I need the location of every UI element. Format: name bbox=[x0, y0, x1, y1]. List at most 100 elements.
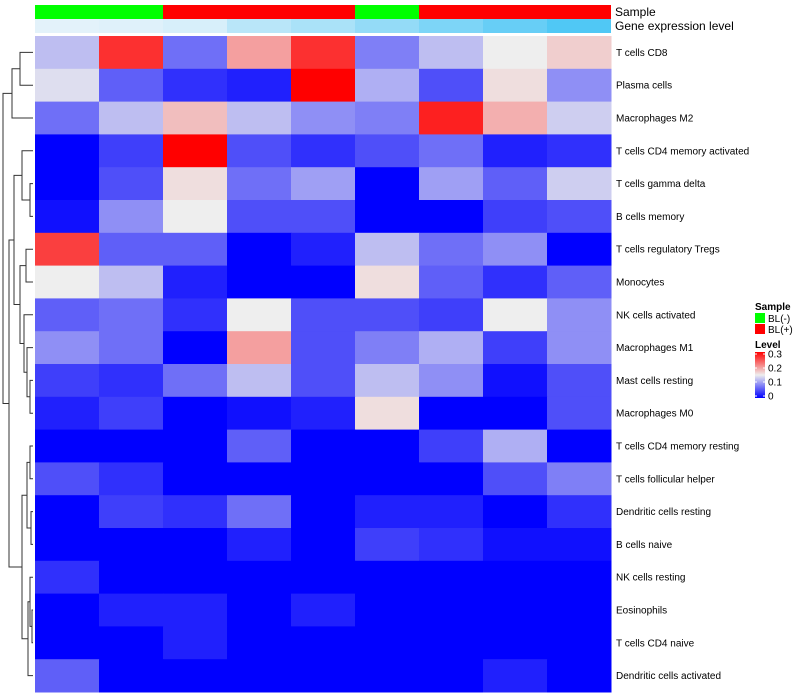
heatmap-cell bbox=[99, 134, 164, 168]
annotation-cell bbox=[291, 19, 355, 33]
row-label: T cells CD8 bbox=[616, 48, 668, 59]
annotation-cell bbox=[35, 5, 99, 19]
heatmap-cell bbox=[291, 396, 356, 431]
heatmap-cell bbox=[483, 232, 548, 267]
heatmap-cell bbox=[35, 593, 100, 627]
annotation-cell bbox=[227, 5, 291, 19]
row-label: Eosinophils bbox=[616, 606, 667, 617]
legend-gradient-bar bbox=[755, 352, 765, 398]
heatmap-cell bbox=[419, 232, 484, 267]
dendrogram-branch bbox=[2, 92, 12, 404]
heatmap-cell bbox=[419, 364, 484, 398]
heatmap-cell bbox=[355, 134, 420, 168]
row-label: Macrophages M2 bbox=[616, 114, 694, 125]
heatmap-cell bbox=[163, 528, 228, 562]
legend-level-tick-label: 0.1 bbox=[768, 378, 782, 389]
dendrogram-branch bbox=[11, 68, 33, 119]
heatmap-cell bbox=[227, 528, 292, 562]
heatmap-cell bbox=[547, 36, 612, 70]
annotation-track-label: Sample bbox=[615, 5, 656, 19]
heatmap-cell bbox=[163, 429, 228, 463]
heatmap-cell bbox=[227, 429, 292, 463]
heatmap-cell bbox=[291, 659, 356, 693]
heatmap-cell bbox=[163, 265, 228, 299]
heatmap-cell bbox=[483, 200, 548, 234]
row-label: Dendritic cells activated bbox=[616, 671, 721, 682]
heatmap-cell bbox=[355, 101, 420, 135]
heatmap-cell bbox=[291, 593, 356, 627]
heatmap-cell bbox=[35, 396, 100, 431]
heatmap-cell bbox=[99, 396, 164, 431]
heatmap-cell bbox=[35, 167, 100, 201]
heatmap-cell bbox=[483, 626, 548, 660]
heatmap-cell bbox=[227, 626, 292, 660]
heatmap-cell bbox=[291, 200, 356, 234]
heatmap-cell bbox=[99, 298, 164, 332]
heatmap-cell bbox=[227, 36, 292, 70]
heatmap-cell bbox=[419, 462, 484, 496]
heatmap-cell bbox=[547, 364, 612, 398]
heatmap-cell bbox=[355, 364, 420, 398]
row-label: T cells CD4 naive bbox=[616, 638, 695, 649]
heatmap-cell bbox=[99, 626, 164, 660]
heatmap-cell bbox=[355, 462, 420, 496]
heatmap-cell bbox=[227, 200, 292, 234]
row-label: T cells follicular helper bbox=[616, 474, 715, 485]
heatmap-cell bbox=[547, 528, 612, 562]
heatmap-cell bbox=[547, 429, 612, 463]
heatmap-cell bbox=[291, 167, 356, 201]
row-label: Dendritic cells resting bbox=[616, 507, 711, 518]
dendrogram-branch bbox=[13, 174, 22, 306]
heatmap-cell bbox=[163, 134, 228, 168]
dendrogram-branch bbox=[21, 150, 33, 201]
legend-level-title: Level bbox=[755, 340, 781, 351]
heatmap-cell bbox=[547, 298, 612, 332]
heatmap-cell bbox=[419, 36, 484, 70]
heatmap-cell bbox=[35, 36, 100, 70]
heatmap-cell bbox=[163, 364, 228, 398]
row-label: Plasma cells bbox=[616, 81, 672, 92]
heatmap-cell bbox=[547, 626, 612, 660]
heatmap-cell bbox=[291, 265, 356, 299]
legend-level-tick-label: 0.3 bbox=[768, 350, 782, 361]
heatmap-cell bbox=[227, 134, 292, 168]
row-label: T cells regulatory Tregs bbox=[616, 245, 720, 256]
heatmap-cell bbox=[547, 593, 612, 627]
heatmap-cell bbox=[483, 265, 548, 299]
dendrogram-branch bbox=[29, 183, 33, 217]
dendrogram-branch bbox=[31, 609, 33, 644]
heatmap-cell bbox=[99, 429, 164, 463]
heatmap-cell bbox=[163, 36, 228, 70]
heatmap-cell bbox=[547, 265, 612, 299]
heatmap-cell bbox=[483, 462, 548, 496]
annotation-cell bbox=[163, 19, 227, 33]
heatmap-cell bbox=[291, 462, 356, 496]
heatmap-cell bbox=[227, 331, 292, 365]
heatmap-cell bbox=[355, 626, 420, 660]
heatmap-cell bbox=[355, 36, 420, 70]
heatmap-cell bbox=[163, 495, 228, 529]
heatmap-cell bbox=[163, 659, 228, 693]
dendrogram-branch bbox=[23, 314, 33, 373]
heatmap-cell bbox=[227, 298, 292, 332]
heatmap-cell bbox=[419, 331, 484, 365]
heatmap-cell bbox=[99, 265, 164, 299]
dendrogram-branch bbox=[30, 511, 33, 545]
heatmap-cell bbox=[291, 495, 356, 529]
heatmap-cell bbox=[35, 495, 100, 529]
row-labels: T cells CD8 Plasma cells Macrophages M2 T c… bbox=[616, 48, 749, 682]
heatmap-cell bbox=[355, 167, 420, 201]
heatmap-cell bbox=[419, 560, 484, 595]
heatmap-cell bbox=[291, 364, 356, 398]
annotation-cell bbox=[483, 19, 547, 33]
heatmap-cell bbox=[547, 462, 612, 496]
heatmap-cell bbox=[35, 200, 100, 234]
heatmap-cell bbox=[163, 101, 228, 135]
heatmap-cell bbox=[35, 560, 100, 595]
heatmap-cell bbox=[355, 528, 420, 562]
heatmap-cell bbox=[419, 626, 484, 660]
row-label: T cells CD4 memory activated bbox=[616, 146, 749, 157]
annotation-cell bbox=[419, 19, 483, 33]
heatmap-cell bbox=[35, 626, 100, 660]
